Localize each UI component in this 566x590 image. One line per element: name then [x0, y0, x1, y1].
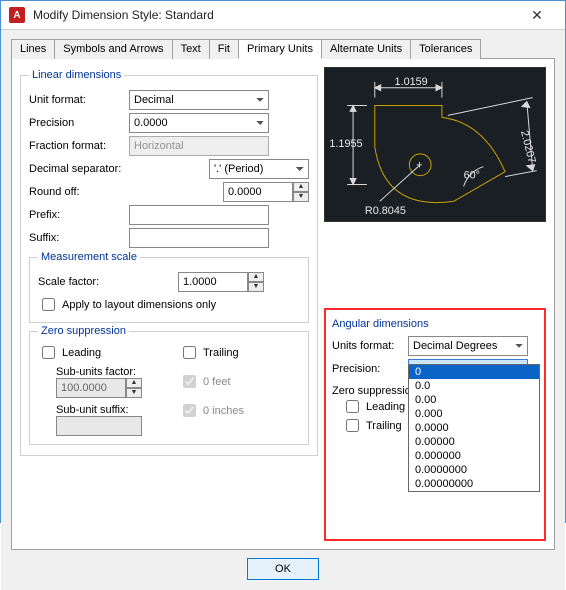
titlebar: A Modify Dimension Style: Standard ✕ — [1, 1, 565, 30]
label-prefix: Prefix: — [29, 209, 129, 221]
precision-option[interactable]: 0.00000 — [409, 435, 539, 449]
label-decimal-sep: Decimal separator: — [29, 163, 129, 175]
group-zero-suppression-linear: Zero suppression Leading Sub-units facto… — [29, 325, 309, 445]
check-0feet: 0 feet — [179, 372, 300, 391]
svg-text:1.1955: 1.1955 — [329, 138, 362, 150]
input-prefix[interactable] — [129, 205, 269, 225]
combo-decimal-sep[interactable]: '.' (Period) — [209, 159, 309, 179]
precision-option[interactable]: 0.000 — [409, 407, 539, 421]
check-trailing-angular-label: Trailing — [366, 420, 402, 432]
check-leading-linear[interactable]: Leading — [38, 343, 159, 362]
legend-angular: Angular dimensions — [332, 318, 538, 330]
check-apply-layout-box[interactable] — [42, 298, 55, 311]
tab-tolerances[interactable]: Tolerances — [410, 39, 481, 59]
group-measurement-scale: Measurement scale Scale factor: ▲▼ Apply… — [29, 251, 309, 323]
precision-option[interactable]: 0.0000000 — [409, 463, 539, 477]
spinner-round-off[interactable]: ▲▼ — [293, 182, 309, 202]
svg-text:R0.8045: R0.8045 — [365, 205, 406, 217]
input-round-off[interactable] — [223, 182, 293, 202]
label-sub-unit-suffix: Sub-unit suffix: — [56, 404, 159, 416]
check-apply-layout[interactable]: Apply to layout dimensions only — [38, 295, 300, 314]
svg-text:60°: 60° — [464, 170, 480, 182]
precision-option[interactable]: 0.000000 — [409, 449, 539, 463]
check-leading-linear-box[interactable] — [42, 346, 55, 359]
check-trailing-linear-box[interactable] — [183, 346, 196, 359]
tab-page-primary-units: Linear dimensions Unit format: Decimal P… — [11, 59, 555, 550]
check-leading-angular-label: Leading — [366, 401, 405, 413]
check-0inches: 0 inches — [179, 401, 300, 420]
check-apply-layout-label: Apply to layout dimensions only — [62, 299, 216, 311]
tab-fit[interactable]: Fit — [209, 39, 239, 59]
svg-text:1.0159: 1.0159 — [395, 76, 428, 88]
check-0inches-box — [183, 404, 196, 417]
label-unit-format: Unit format: — [29, 94, 129, 106]
combo-ang-units-format[interactable]: Decimal Degrees — [408, 336, 528, 356]
dimension-preview: 1.0159 1.1955 2.0207 R0.8045 60° + — [324, 67, 546, 222]
input-sub-unit-suffix — [56, 416, 142, 436]
tab-strip: Lines Symbols and Arrows Text Fit Primar… — [11, 38, 555, 59]
input-sub-units-factor — [56, 378, 126, 398]
precision-option[interactable]: 0.00000000 — [409, 477, 539, 491]
label-ang-units-format: Units format: — [332, 340, 408, 352]
precision-option[interactable]: 0.0 — [409, 379, 539, 393]
tab-alternate-units[interactable]: Alternate Units — [321, 39, 411, 59]
combo-fraction-format: Horizontal — [129, 136, 269, 156]
dialog-body: Lines Symbols and Arrows Text Fit Primar… — [1, 30, 565, 590]
label-fraction-format: Fraction format: — [29, 140, 129, 152]
tab-lines[interactable]: Lines — [11, 39, 55, 59]
spinner-sub-units-factor: ▲▼ — [126, 378, 142, 398]
highlight-angular-section: Angular dimensions Units format: Decimal… — [324, 308, 546, 541]
tab-symbols[interactable]: Symbols and Arrows — [54, 39, 172, 59]
tab-text[interactable]: Text — [172, 39, 210, 59]
input-scale-factor[interactable] — [178, 272, 248, 292]
ok-button[interactable]: OK — [247, 558, 319, 580]
input-suffix[interactable] — [129, 228, 269, 248]
app-icon: A — [9, 7, 25, 23]
check-0feet-label: 0 feet — [203, 376, 231, 388]
label-round-off: Round off: — [29, 186, 129, 198]
window-title: Modify Dimension Style: Standard — [33, 8, 515, 22]
dialog-window: A Modify Dimension Style: Standard ✕ Lin… — [0, 0, 566, 523]
label-suffix: Suffix: — [29, 232, 129, 244]
check-leading-linear-label: Leading — [62, 347, 101, 359]
label-precision: Precision — [29, 117, 129, 129]
check-leading-angular-box[interactable] — [346, 400, 359, 413]
check-0feet-box — [183, 375, 196, 388]
dropdown-ang-precision[interactable]: 0 0.0 0.00 0.000 0.0000 0.00000 0.000000… — [408, 364, 540, 492]
close-button[interactable]: ✕ — [515, 1, 559, 29]
legend-linear: Linear dimensions — [29, 69, 124, 81]
svg-text:+: + — [416, 160, 422, 172]
precision-option[interactable]: 0.0000 — [409, 421, 539, 435]
precision-option[interactable]: 0.00 — [409, 393, 539, 407]
check-trailing-linear[interactable]: Trailing — [179, 343, 300, 362]
check-trailing-angular-box[interactable] — [346, 419, 359, 432]
legend-measure: Measurement scale — [38, 251, 140, 263]
check-0inches-label: 0 inches — [203, 405, 244, 417]
button-row: OK — [11, 550, 555, 582]
spinner-scale-factor[interactable]: ▲▼ — [248, 272, 264, 292]
combo-unit-format[interactable]: Decimal — [129, 90, 269, 110]
precision-option[interactable]: 0 — [409, 365, 539, 379]
label-ang-precision: Precision: — [332, 363, 408, 375]
legend-zero-l: Zero suppression — [38, 325, 129, 337]
tab-primary-units[interactable]: Primary Units — [238, 39, 322, 59]
label-sub-units-factor: Sub-units factor: — [56, 366, 159, 378]
check-trailing-linear-label: Trailing — [203, 347, 239, 359]
group-linear-dimensions: Linear dimensions Unit format: Decimal P… — [20, 69, 318, 456]
combo-precision[interactable]: 0.0000 — [129, 113, 269, 133]
label-scale-factor: Scale factor: — [38, 276, 178, 288]
